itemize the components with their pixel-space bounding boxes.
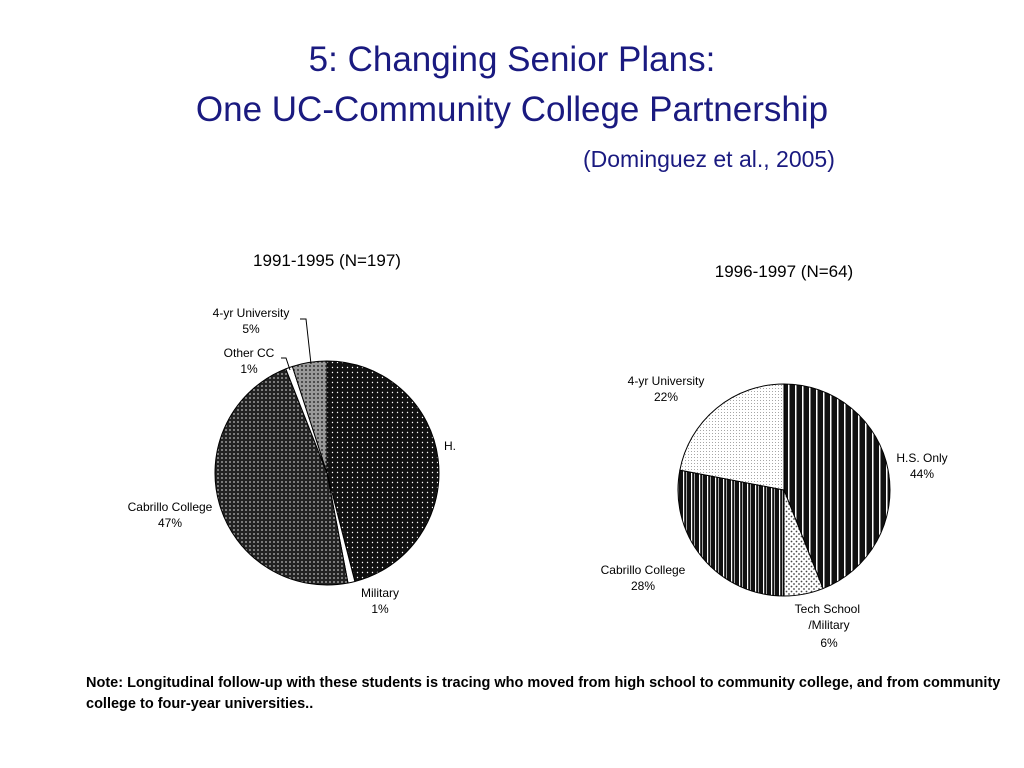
chart1-label-cabrillo: Cabrillo College <box>128 500 213 514</box>
chart1-pct-cabrillo: 47% <box>158 516 182 530</box>
chart2-title: 1996-1997 (N=64) <box>715 262 853 281</box>
chart1-label-hs: H. <box>444 439 456 453</box>
chart1-pct-military: 1% <box>371 602 389 616</box>
citation: (Dominguez et al., 2005) <box>583 146 835 172</box>
chart2-pct-cabrillo: 28% <box>631 579 655 593</box>
slide-title-line1: 5: Changing Senior Plans: <box>308 40 716 79</box>
chart1-label-other-cc: Other CC <box>224 346 275 360</box>
chart1-pct-4yr: 5% <box>242 322 260 336</box>
chart2-slice-2 <box>677 469 785 597</box>
pie-chart-1996-1997: 1996-1997 (N=64) 4-yr University 22% H.S… <box>601 262 948 650</box>
chart2-label-hs: H.S. Only <box>896 451 947 465</box>
chart2-pct-hs: 44% <box>910 467 934 481</box>
chart2-slice-0 <box>783 383 891 590</box>
chart2-label-tech-line1: Tech School <box>795 602 860 616</box>
chart2-pct-tech: 6% <box>820 636 838 650</box>
chart1-slice-2 <box>214 368 349 586</box>
chart1-slice-4 <box>291 360 328 474</box>
chart2-label-4yr: 4-yr University <box>628 374 705 388</box>
chart2-label-tech: Tech School /Military <box>795 602 864 632</box>
pie-chart-1991-1995: 1991-1995 (N=197) 4-yr University 5% Oth… <box>128 251 456 616</box>
chart1-label-military: Military <box>361 586 399 600</box>
slide-title-line2: One UC-Community College Partnership <box>195 90 829 129</box>
chart2-pct-4yr: 22% <box>654 390 678 404</box>
footnote: Note: Longitudinal follow-up with these … <box>86 675 1001 712</box>
chart1-pct-other-cc: 1% <box>240 362 258 376</box>
chart2-label-tech-line2: /Military <box>808 618 849 632</box>
chart1-label-4yr: 4-yr University <box>213 306 290 320</box>
chart2-slice-3 <box>679 383 785 491</box>
chart2-label-cabrillo: Cabrillo College <box>601 563 686 577</box>
leader-line-4yr <box>300 318 312 365</box>
leader-line-other-cc <box>281 357 291 371</box>
chart1-title: 1991-1995 (N=197) <box>253 251 401 270</box>
chart1-slice-0 <box>326 360 440 583</box>
